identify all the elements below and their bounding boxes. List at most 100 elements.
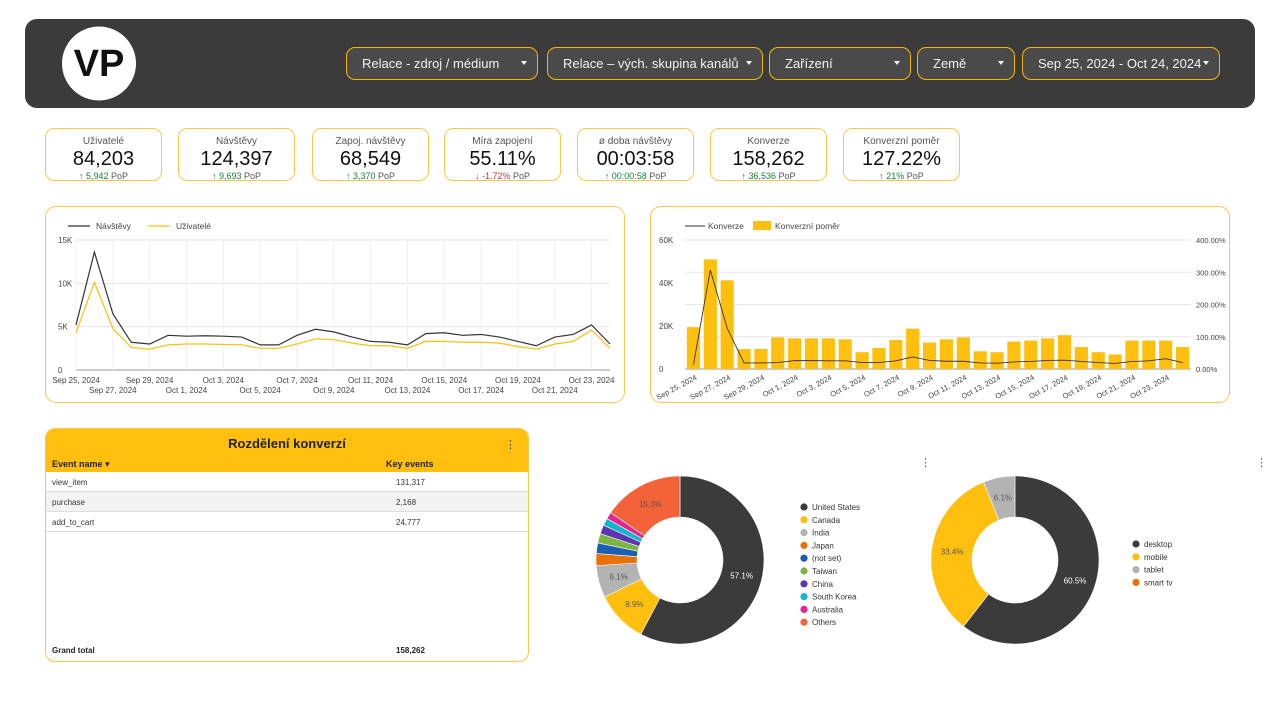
legend-label: South Korea bbox=[812, 593, 857, 602]
kpi-value: 84,203 bbox=[72, 148, 135, 170]
bar bbox=[1041, 338, 1055, 369]
kpi-delta-value: -1.72% bbox=[481, 171, 511, 181]
slice-value-label: 57.1% bbox=[730, 571, 753, 580]
table-row[interactable]: purchase 2,168 bbox=[46, 492, 528, 512]
kpi-card: Míra zapojení 55.11% ↓ -1.72% PoP bbox=[444, 128, 561, 181]
kpi-delta-suffix: PoP bbox=[649, 171, 667, 181]
bar bbox=[720, 280, 734, 369]
device-chart-menu-icon[interactable]: ⋮ bbox=[1256, 457, 1267, 469]
legend-label: Konverzní poměr bbox=[775, 221, 840, 231]
bar bbox=[788, 338, 802, 369]
caret-down-icon bbox=[894, 61, 900, 65]
legend-label: China bbox=[812, 580, 833, 589]
bar bbox=[889, 339, 903, 369]
legend-swatch bbox=[800, 580, 808, 588]
bar bbox=[1175, 347, 1190, 369]
filter-dropdown-4[interactable]: Sep 25, 2024 - Oct 24, 2024 bbox=[1022, 47, 1220, 80]
legend-swatch bbox=[1132, 553, 1140, 561]
kpi-arrow-icon: ↑ bbox=[604, 171, 610, 181]
y-tick-label: 60K bbox=[659, 236, 674, 245]
y-tick-label: 20K bbox=[659, 322, 674, 331]
x-tick-label: Oct 5, 2024 bbox=[239, 386, 281, 395]
kpi-value: 68,549 bbox=[339, 148, 402, 170]
series-line-Návštěvy bbox=[75, 249, 611, 347]
filter-label: Relace - zdroj / médium bbox=[362, 56, 500, 71]
kpi-delta-suffix: PoP bbox=[111, 171, 129, 181]
pie-slice bbox=[610, 475, 681, 537]
y-tick-label: 0.00% bbox=[1196, 365, 1218, 374]
bar bbox=[771, 337, 785, 369]
kpi-delta-value: 5,942 bbox=[85, 171, 109, 181]
bar bbox=[872, 348, 886, 369]
y-tick-label: 0 bbox=[659, 365, 664, 374]
bar bbox=[1159, 340, 1173, 369]
legend-swatch bbox=[800, 554, 808, 562]
kpi-card: ø doba návštěvy 00:03:58 ↑ 00:00:58 PoP bbox=[577, 128, 694, 181]
kpi-delta-suffix: PoP bbox=[378, 171, 396, 181]
filter-label: Zařízení bbox=[785, 56, 833, 71]
header-bar: VP Relace - zdroj / médium Relace – vých.… bbox=[25, 19, 1255, 108]
table-title: Rozdělení konverzí bbox=[228, 436, 346, 451]
column-header-key-events[interactable]: Key events bbox=[386, 459, 434, 469]
slice-value-label: 60.5% bbox=[1064, 577, 1087, 586]
x-tick-label: Oct 7, 2024 bbox=[276, 376, 318, 385]
table-row[interactable]: view_item 131,317 bbox=[46, 472, 528, 492]
bar bbox=[906, 328, 920, 369]
key-events-cell: 24,777 bbox=[396, 518, 421, 527]
kpi-card: Zapoj. návštěvy 68,549 ↑ 3,370 PoP bbox=[312, 128, 429, 181]
filter-dropdown-0[interactable]: Relace - zdroj / médium bbox=[346, 47, 538, 80]
kpi-value: 124,397 bbox=[200, 148, 273, 170]
caret-down-icon bbox=[998, 61, 1004, 65]
pie-slice bbox=[930, 481, 1000, 627]
filter-dropdown-1[interactable]: Relace – vých. skupina kanálů bbox=[547, 47, 763, 80]
caret-down-icon bbox=[1203, 61, 1209, 65]
x-tick-label: Oct 1, 2024 bbox=[761, 373, 799, 399]
legend-swatch bbox=[1132, 566, 1140, 574]
legend-label: tablet bbox=[1144, 566, 1164, 575]
bar bbox=[939, 339, 954, 369]
kpi-label: Konverze bbox=[747, 136, 790, 147]
bar bbox=[703, 259, 717, 369]
legend-swatch bbox=[800, 618, 808, 626]
kpi-value: 158,262 bbox=[732, 148, 805, 170]
legend-swatch bbox=[1132, 540, 1140, 548]
bar bbox=[686, 327, 701, 369]
filter-dropdown-3[interactable]: Země bbox=[917, 47, 1015, 80]
x-tick-label: Oct 7, 2024 bbox=[862, 373, 900, 399]
kpi-delta-value: 21% bbox=[886, 171, 905, 181]
legend-label: Návštěvy bbox=[96, 221, 132, 231]
conversions-table: Rozdělení konverzí ⋮ Event name ▾ Key ev… bbox=[45, 428, 529, 662]
table-row[interactable]: add_to_cart 24,777 bbox=[46, 512, 528, 532]
slice-value-label: 15.3% bbox=[639, 500, 662, 509]
bar bbox=[855, 352, 869, 369]
table-menu-icon[interactable]: ⋮ bbox=[505, 439, 516, 451]
filter-dropdown-2[interactable]: Zařízení bbox=[769, 47, 911, 80]
event-name-cell: view_item bbox=[52, 478, 88, 487]
kpi-arrow-icon: ↑ bbox=[345, 171, 351, 181]
key-events-cell: 2,168 bbox=[396, 498, 417, 507]
kpi-delta-suffix: PoP bbox=[244, 171, 262, 181]
country-donut-chart: 57.1% 9.9% 6.1% 15.3% United States Canada Ind… bbox=[595, 475, 860, 645]
legend-label: Taiwan bbox=[812, 567, 837, 576]
pie-slice bbox=[963, 475, 1100, 645]
country-chart-menu-icon[interactable]: ⋮ bbox=[920, 457, 931, 469]
series-line-Uživatelé bbox=[75, 280, 611, 350]
column-header-event-name[interactable]: Event name ▾ bbox=[52, 459, 110, 469]
x-tick-label: Oct 13, 2024 bbox=[385, 386, 431, 395]
pie-slice bbox=[983, 475, 1016, 521]
combo-chart-panel: Konverze Konverzní poměr 0 20K 40K 60K 0.00% 10… bbox=[650, 206, 1230, 403]
x-tick-label: Oct 11, 2024 bbox=[348, 376, 394, 385]
x-tick-label: Oct 17, 2024 bbox=[458, 386, 504, 395]
x-tick-label: Oct 1, 2024 bbox=[166, 386, 208, 395]
y-tick-label: 15K bbox=[58, 236, 73, 245]
grand-total-value: 158,262 bbox=[396, 646, 425, 655]
kpi-delta-suffix: PoP bbox=[906, 171, 924, 181]
legend-swatch bbox=[800, 503, 808, 511]
y-tick-label: 200.00% bbox=[1196, 301, 1226, 310]
y-tick-label: 10K bbox=[58, 279, 73, 288]
y-tick-label: 300.00% bbox=[1196, 268, 1226, 277]
legend-label: India bbox=[812, 529, 830, 538]
y-tick-label: 5K bbox=[58, 323, 68, 332]
kpi-arrow-icon: ↑ bbox=[879, 171, 884, 181]
